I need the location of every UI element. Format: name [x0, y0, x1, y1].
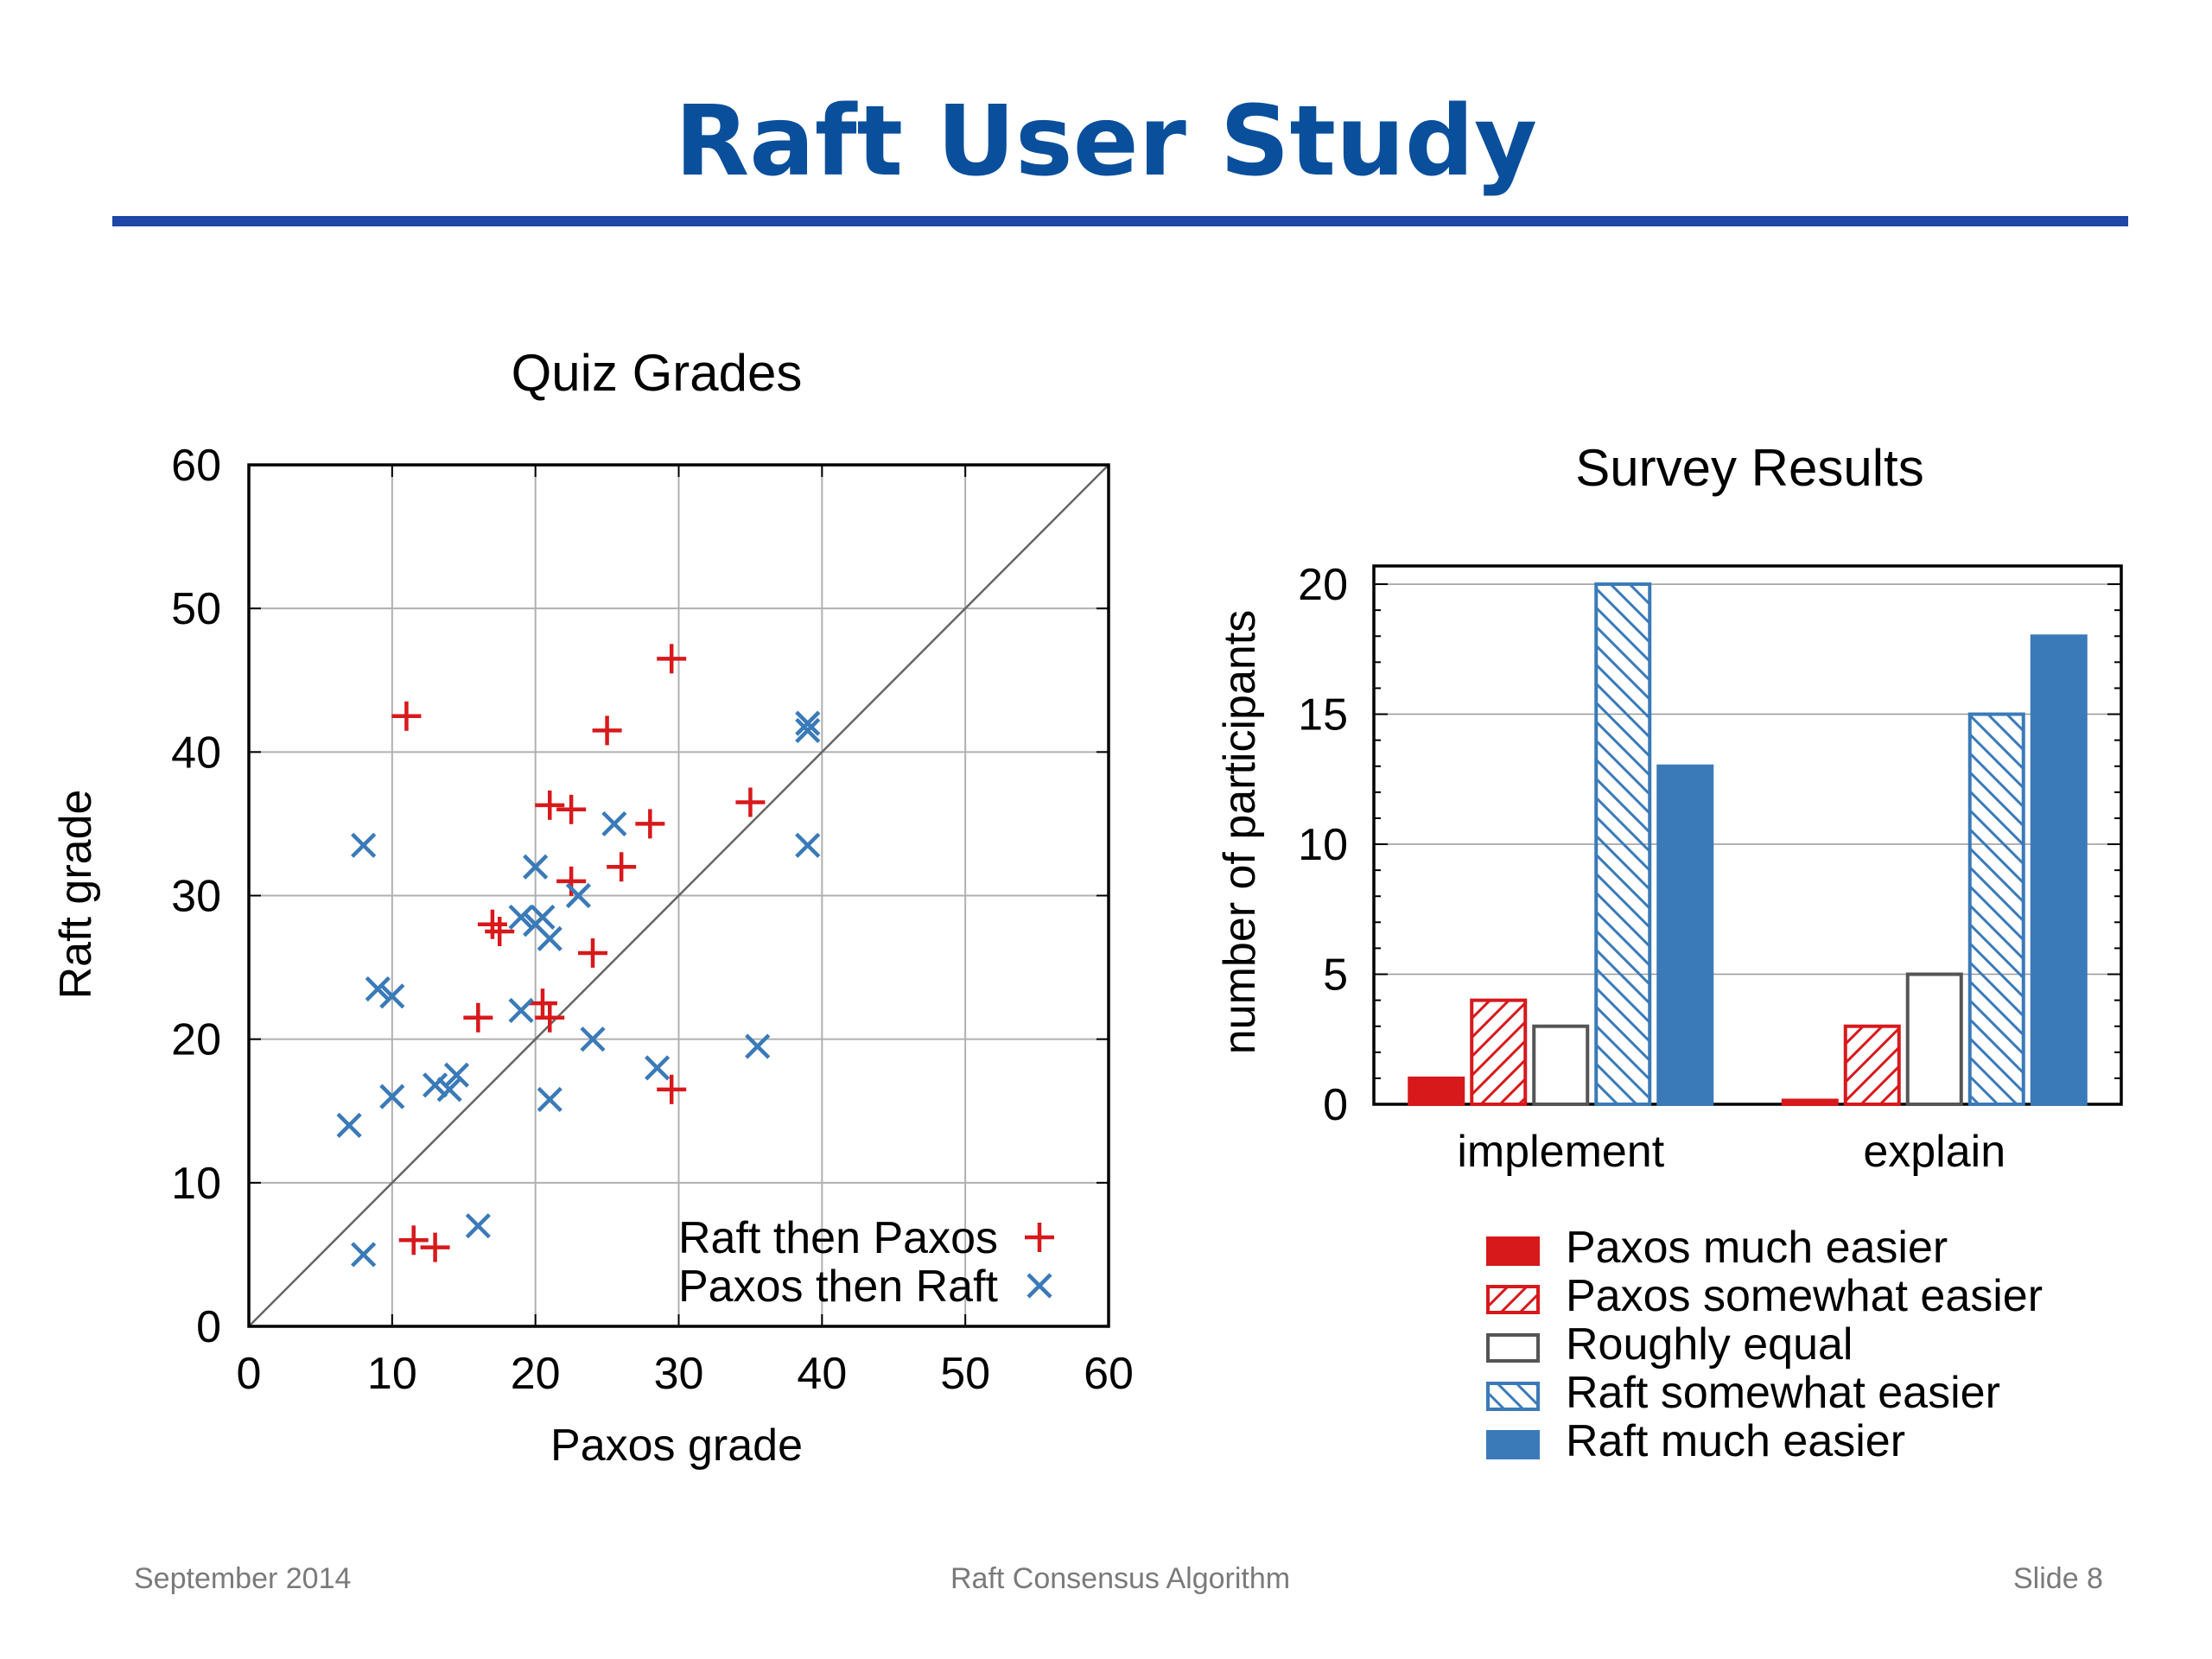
- raft-then-paxos-point: [592, 715, 622, 746]
- paxos-then-raft-point: [645, 1055, 671, 1081]
- raft-then-paxos-point: [556, 794, 587, 824]
- paxos-then-raft-point: [379, 983, 405, 1009]
- raft-then-paxos-point: [657, 644, 687, 674]
- scatter-legend-marker: [1027, 1273, 1052, 1299]
- scatter-ylabel: Raft grade: [51, 790, 101, 1000]
- raft-then-paxos-point: [420, 1232, 450, 1262]
- raft-then-paxos-point: [535, 1002, 565, 1033]
- scatter-ytick-label: 30: [171, 872, 221, 922]
- raft-then-paxos-point: [477, 909, 507, 939]
- scatter-xtick-label: 0: [237, 1349, 262, 1399]
- footer-slide-number: Slide 8: [2013, 1562, 2103, 1595]
- paxos-then-raft-point: [336, 1112, 362, 1138]
- paxos-then-raft-point: [351, 832, 377, 858]
- paxos-then-raft-point: [795, 717, 821, 743]
- paxos-then-raft-point: [379, 1084, 405, 1109]
- paxos-then-raft-point: [601, 810, 627, 837]
- paxos-then-raft-point: [537, 1086, 563, 1113]
- paxos-then-raft-point: [745, 1033, 771, 1059]
- paxos-then-raft-point: [443, 1062, 470, 1088]
- raft-then-paxos-point: [527, 988, 557, 1019]
- raft-then-paxos-point: [485, 917, 515, 947]
- raft-then-paxos-point: [735, 787, 766, 817]
- paxos-then-raft-point: [465, 1213, 491, 1239]
- paxos-then-raft-point: [508, 997, 534, 1024]
- paxos-then-raft-point: [351, 1242, 377, 1268]
- paxos-then-raft-point: [795, 710, 821, 736]
- scatter-xlabel: Paxos grade: [550, 1421, 803, 1471]
- paxos-then-raft-point: [523, 854, 549, 880]
- paxos-then-raft-point: [508, 904, 534, 931]
- paxos-then-raft-point: [795, 832, 821, 858]
- footer-center: Raft Consensus Algorithm: [950, 1562, 1291, 1595]
- scatter-ytick-label: 40: [171, 728, 221, 778]
- scatter-xtick-label: 60: [1084, 1349, 1134, 1399]
- title-rule: [112, 216, 2128, 226]
- raft-then-paxos-point: [398, 1225, 429, 1255]
- footer-date: September 2014: [134, 1562, 352, 1595]
- scatter-ytick-label: 20: [171, 1015, 221, 1065]
- scatter-xtick-label: 40: [797, 1349, 847, 1399]
- scatter-ytick-label: 0: [196, 1302, 221, 1352]
- scatter-ytick-label: 60: [171, 441, 221, 491]
- paxos-then-raft-point: [565, 882, 592, 909]
- paxos-then-raft-point: [436, 1077, 462, 1103]
- scatter-diagonal-line: [248, 464, 1109, 1327]
- scatter-xtick-label: 50: [940, 1349, 990, 1399]
- scatter-xtick-label: 20: [511, 1349, 561, 1399]
- raft-then-paxos-point: [657, 1074, 687, 1104]
- raft-then-paxos-point: [635, 809, 665, 839]
- scatter-legend-label: Raft then Paxos: [678, 1213, 998, 1263]
- paxos-then-raft-point: [365, 976, 391, 1002]
- raft-then-paxos-point: [607, 852, 637, 882]
- scatter-xtick-label: 30: [654, 1349, 704, 1399]
- scatter-ytick-label: 50: [171, 584, 221, 634]
- paxos-then-raft-point: [422, 1072, 448, 1098]
- scatter-legend-marker: [1025, 1223, 1054, 1252]
- scatter-ytick-label: 10: [171, 1159, 221, 1209]
- raft-then-paxos-point: [391, 701, 422, 731]
- scatter-xtick-label: 10: [367, 1349, 417, 1399]
- raft-then-paxos-point: [535, 790, 565, 820]
- slide-title: Raft User Study: [675, 86, 1537, 198]
- scatter-title: Quiz Grades: [512, 344, 803, 402]
- scatter-legend-label: Paxos then Raft: [678, 1262, 999, 1312]
- raft-then-paxos-point: [578, 938, 607, 968]
- raft-then-paxos-point: [463, 1002, 493, 1033]
- paxos-then-raft-point: [537, 925, 563, 951]
- paxos-then-raft-point: [580, 1027, 606, 1052]
